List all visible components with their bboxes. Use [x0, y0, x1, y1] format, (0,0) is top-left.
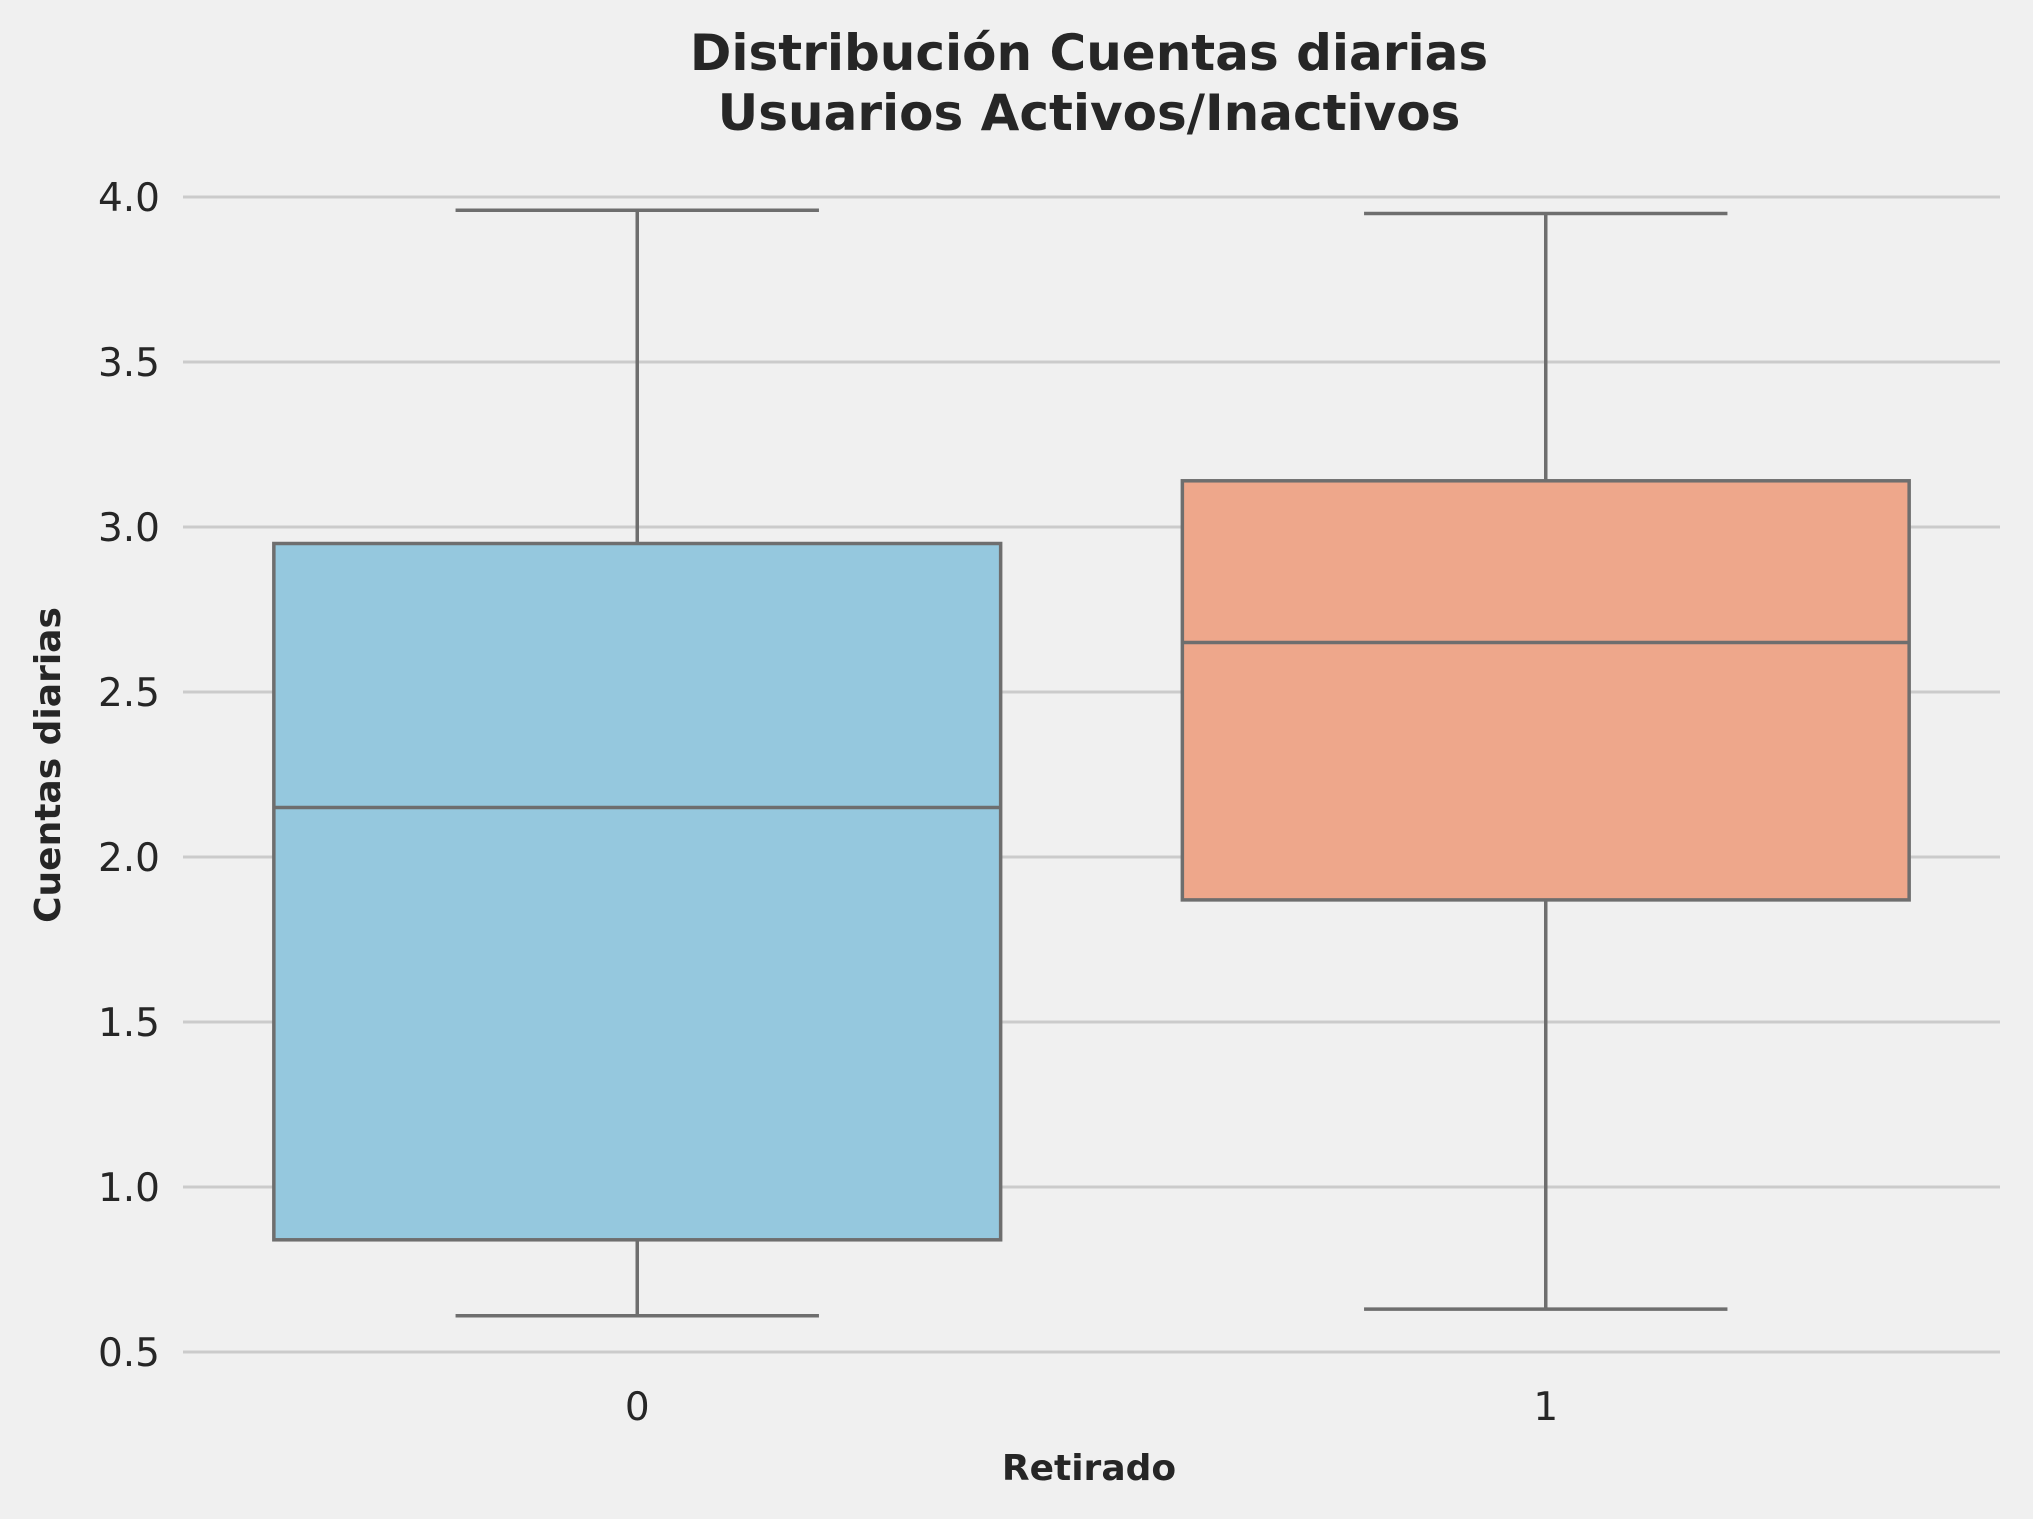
iqr-box — [1180, 479, 1911, 902]
y-tick-label: 3.5 — [98, 341, 160, 386]
boxes — [272, 208, 1911, 1318]
y-tick-label: 4.0 — [98, 176, 160, 221]
y-tick-label: 1.0 — [98, 1166, 160, 1211]
box-category-1 — [1180, 211, 1911, 1311]
chart-title-line-1: Distribución Cuentas diarias — [690, 24, 1488, 82]
y-tick-label: 1.5 — [98, 1001, 160, 1046]
box-category-0 — [272, 208, 1003, 1318]
chart-title-line-2: Usuarios Activos/Inactivos — [718, 84, 1461, 142]
x-tick-label: 1 — [1533, 1385, 1558, 1430]
x-tick-label: 0 — [625, 1385, 650, 1430]
y-tick-label: 2.5 — [98, 671, 160, 716]
iqr-box — [272, 541, 1003, 1242]
y-tick-label: 3.0 — [98, 506, 160, 551]
y-tick-label: 2.0 — [98, 836, 160, 881]
x-axis-label: Retirado — [1002, 1448, 1176, 1489]
y-tick-label: 0.5 — [98, 1331, 160, 1376]
y-tick-labels: 0.5 1.0 1.5 2.0 2.5 3.0 3.5 4.0 — [98, 176, 160, 1376]
y-axis-label: Cuentas diarias — [28, 607, 69, 923]
